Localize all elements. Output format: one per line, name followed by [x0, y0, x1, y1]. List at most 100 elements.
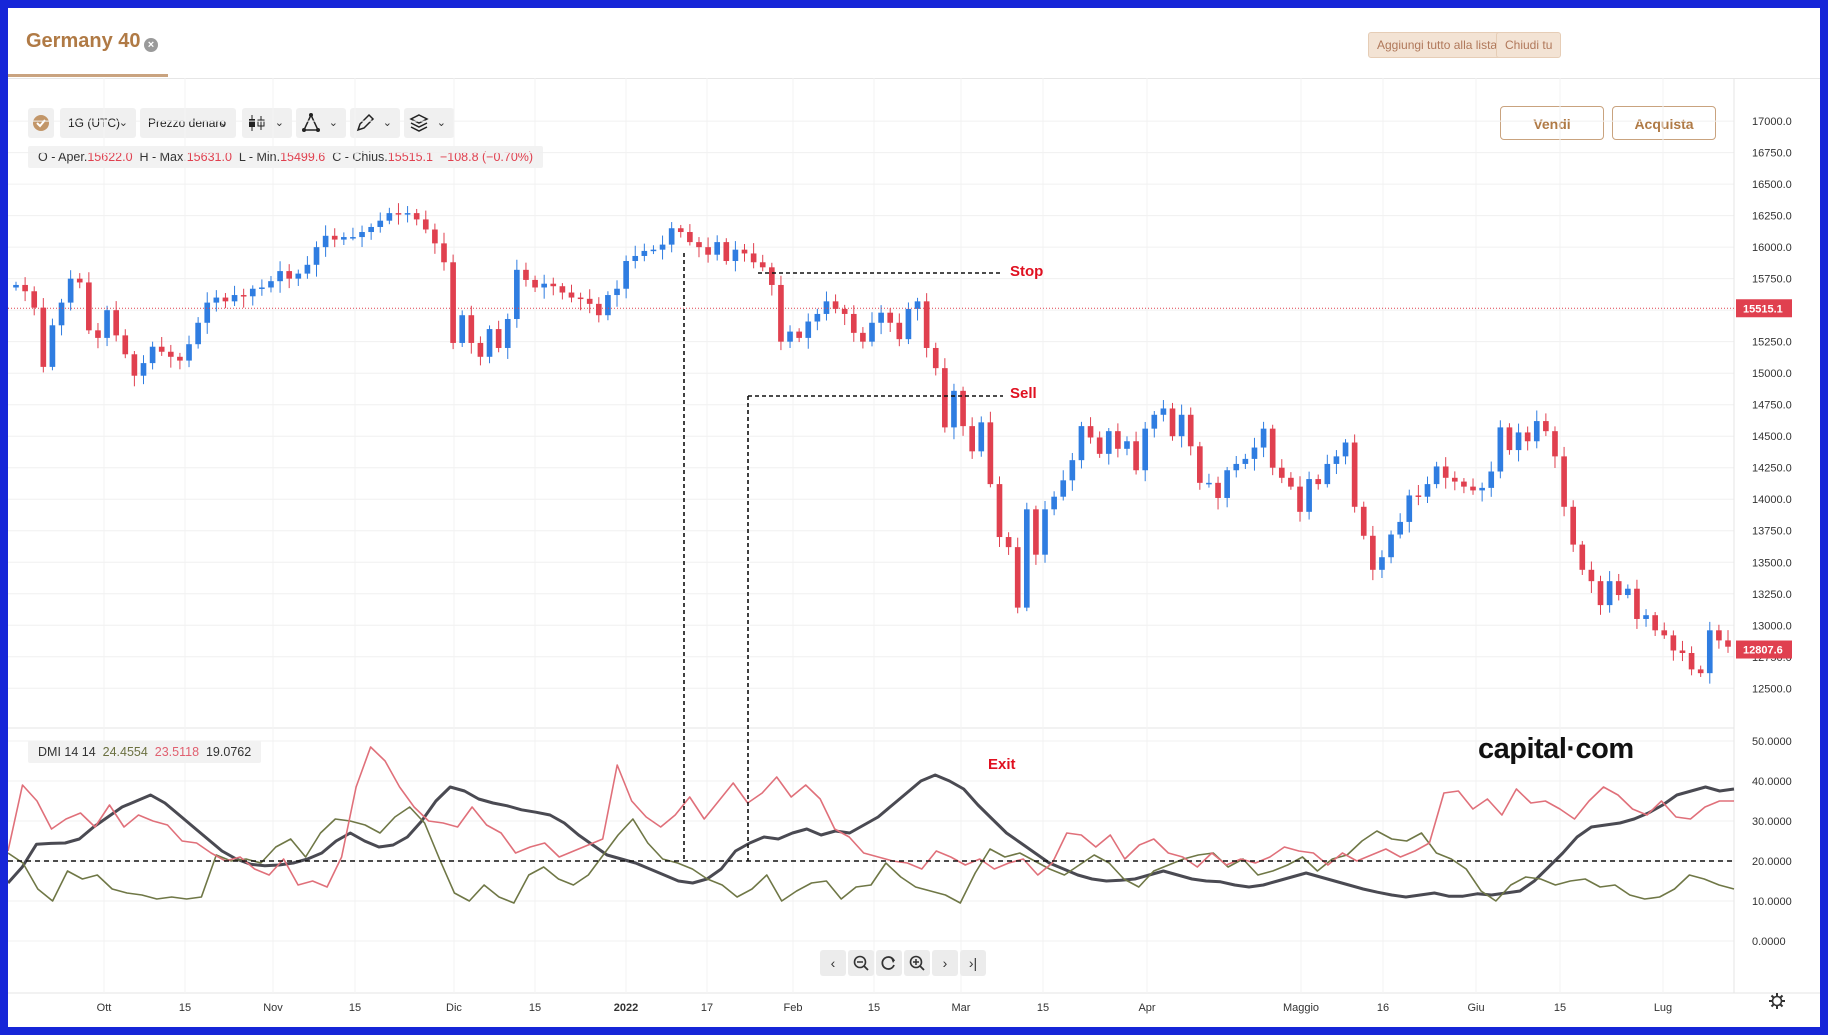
- settings-button[interactable]: [1768, 992, 1786, 1015]
- candle-body: [878, 312, 884, 323]
- time-axis: Ott 15 Nov 15 Dic 15 2022 17 Feb 15 Mar 15 Apr Maggio…: [97, 1002, 1673, 1014]
- candle-body: [359, 232, 365, 238]
- check-icon: [33, 115, 49, 131]
- candle-body: [1115, 431, 1121, 449]
- candle-body: [996, 484, 1003, 538]
- check-button[interactable]: [28, 108, 54, 138]
- zoom-in-button[interactable]: [904, 950, 930, 976]
- reset-button[interactable]: [876, 950, 902, 976]
- close-all-button[interactable]: Chiudi tu: [1496, 32, 1562, 58]
- candle-body: [1087, 426, 1094, 438]
- price-tick-label: 15500.0: [1752, 305, 1792, 317]
- price-axis: 17000.0 16750.0 16500.0 16250.0 16000.0 15750…: [1752, 116, 1792, 695]
- time-tick-label: 15: [529, 1002, 541, 1014]
- candle-body: [841, 308, 848, 314]
- dmi-axis: 50.0000 40.0000 30.0000 20.0000 10.0000 0.000…: [1752, 736, 1792, 948]
- price-tick-label: 13250.0: [1752, 589, 1792, 601]
- candle-body: [1297, 486, 1303, 512]
- candle-body: [759, 262, 766, 268]
- candle-body: [586, 298, 593, 304]
- dmi-tick-label: 50.0000: [1752, 736, 1792, 748]
- candle-body: [22, 284, 28, 292]
- timeframe-select[interactable]: 1G (UTC) ⌄: [60, 108, 136, 138]
- scroll-to-end-button[interactable]: ›|: [960, 950, 986, 976]
- candle-body: [1269, 428, 1276, 468]
- candle-body: [468, 315, 475, 343]
- candle-body: [240, 295, 247, 297]
- scroll-right-button[interactable]: ›: [932, 950, 958, 976]
- candle-body: [914, 301, 921, 309]
- candle-body: [386, 213, 393, 221]
- stop-annotation: Stop: [1010, 263, 1043, 280]
- dmi-tick-label: 40.0000: [1752, 776, 1792, 788]
- candle-body: [1215, 482, 1221, 498]
- sell-button[interactable]: Vendi: [1500, 106, 1604, 140]
- candle-body: [1461, 481, 1467, 487]
- dmi-series-line: [8, 806, 1735, 904]
- scroll-left-button[interactable]: ‹: [820, 950, 846, 976]
- candle-body: [732, 249, 739, 262]
- zoom-out-button[interactable]: [848, 950, 874, 976]
- current-price-label: 15515.1: [1743, 303, 1783, 315]
- timeframe-value: 1G (UTC): [68, 116, 120, 130]
- candle-body: [1706, 630, 1713, 674]
- candle-body: [1524, 432, 1531, 442]
- candle-body: [1661, 630, 1668, 636]
- candle-body: [331, 235, 338, 240]
- chevron-down-icon: ⌄: [218, 117, 228, 129]
- candle-body: [550, 283, 557, 287]
- time-tick-label: 17: [701, 1002, 713, 1014]
- candle-body: [1506, 427, 1513, 451]
- candle-body: [1051, 496, 1057, 510]
- time-tick-label: Dic: [446, 1002, 462, 1014]
- candle-body: [1479, 487, 1485, 491]
- add-all-to-list-button[interactable]: Aggiungi tutto alla lista: [1368, 32, 1507, 58]
- candle-body: [1133, 441, 1139, 471]
- candle-body: [1670, 635, 1677, 651]
- candle-body: [696, 242, 702, 248]
- capital-com-logo: capital·com: [1478, 733, 1634, 765]
- candle-body: [677, 228, 684, 233]
- drawing-tools-select[interactable]: ⌄: [296, 108, 346, 138]
- candle-body: [1725, 640, 1731, 647]
- dmi-label: DMI 14 14: [38, 745, 96, 759]
- instrument-tab-title[interactable]: Germany 40: [26, 30, 141, 52]
- candle-body: [932, 347, 939, 369]
- sell-annotation: Sell: [1010, 385, 1037, 402]
- annotations: 15515.1 12807.6: [8, 253, 1792, 862]
- candle-body: [796, 331, 802, 338]
- header-bar: Germany 40 × Aggiungi tutto alla lista C…: [8, 8, 1820, 79]
- candle-body: [951, 390, 957, 428]
- layers-select[interactable]: ⌄: [404, 108, 454, 138]
- candle-body: [131, 354, 138, 376]
- price-tick-label: 16750.0: [1752, 148, 1792, 160]
- candle-body: [422, 219, 429, 230]
- candle-body: [1597, 581, 1604, 606]
- active-tab-indicator: [8, 74, 168, 77]
- candle-body: [942, 368, 948, 428]
- price-tick-label: 17000.0: [1752, 116, 1792, 128]
- candle-body: [832, 301, 839, 309]
- close-tab-icon[interactable]: ×: [144, 38, 158, 52]
- chart-window: Germany 40 × Aggiungi tutto alla lista C…: [8, 8, 1820, 1027]
- last-price-badge: [1736, 640, 1792, 659]
- candle-body: [86, 282, 92, 331]
- buy-button[interactable]: Acquista: [1612, 106, 1716, 140]
- candles: [13, 203, 1731, 684]
- dmi-tick-label: 10.0000: [1752, 896, 1792, 908]
- layers-icon: [409, 114, 429, 132]
- candle-body: [1424, 484, 1431, 497]
- candle-body: [222, 297, 229, 302]
- candle-body: [632, 255, 639, 262]
- time-tick-label: Lug: [1654, 1002, 1672, 1014]
- price-tick-label: 12750.0: [1752, 652, 1792, 664]
- price-type-select[interactable]: Prezzo denaro ⌄: [140, 108, 236, 138]
- candle-body: [140, 363, 147, 376]
- candle-body: [969, 426, 975, 452]
- chart-type-select[interactable]: ⌄: [242, 108, 292, 138]
- candle-body: [395, 213, 402, 215]
- draw-select[interactable]: ⌄: [350, 108, 400, 138]
- candle-body: [814, 313, 821, 322]
- low-label: L - Min.: [238, 150, 281, 164]
- candle-body: [1688, 653, 1695, 670]
